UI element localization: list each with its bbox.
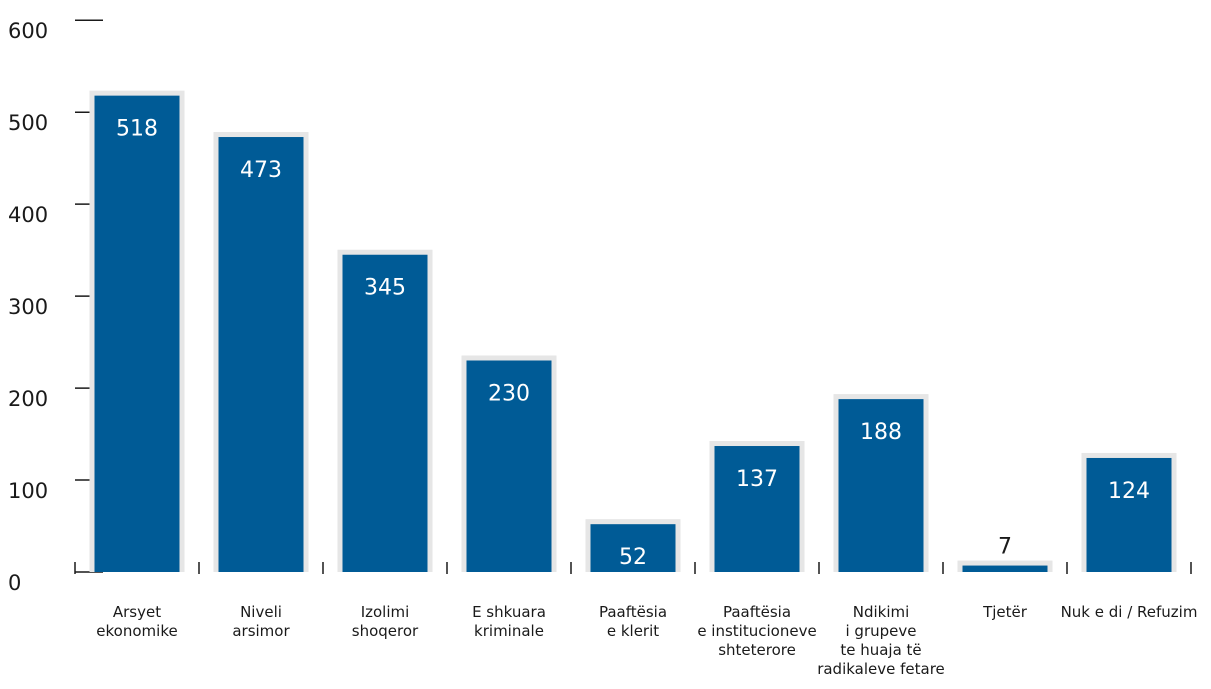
x-category-label: Nuk e di / Refuzim xyxy=(1061,603,1198,621)
x-category-label-line: shteterore xyxy=(718,641,796,659)
x-category-label-line: i grupeve xyxy=(846,622,917,640)
x-category-label-line: arsimor xyxy=(232,622,290,640)
y-tick-label: 0 xyxy=(8,571,21,595)
bar xyxy=(466,360,552,572)
x-category-label-line: ekonomike xyxy=(96,622,177,640)
x-category-label-line: Paaftësia xyxy=(723,603,791,621)
y-axis: 0 100 200 300 400 500 600 xyxy=(8,19,103,595)
bar-value-label: 473 xyxy=(240,158,282,183)
x-category-label-line: te huaja të xyxy=(840,641,921,659)
bar-value-label: 188 xyxy=(860,420,902,445)
bar xyxy=(838,399,924,572)
x-category-label-line: Paaftësia xyxy=(599,603,667,621)
x-category-label-line: e klerit xyxy=(607,622,659,640)
x-category-label-line: E shkuara xyxy=(472,603,546,621)
x-category-label-line: Izolimi xyxy=(361,603,410,621)
x-category-label-line: Ndikimi xyxy=(853,603,910,621)
x-category-label-line: Nuk e di / Refuzim xyxy=(1061,603,1198,621)
x-category-label: Izolimi shoqeror xyxy=(352,603,419,640)
x-category-label: E shkuara kriminale xyxy=(472,603,546,640)
x-category-label: Paaftësia e klerit xyxy=(599,603,667,640)
bar xyxy=(962,565,1048,572)
bar xyxy=(714,446,800,572)
bar xyxy=(94,95,180,572)
x-category-label-line: Niveli xyxy=(240,603,282,621)
x-category-label-line: e institucioneve xyxy=(697,622,816,640)
bar xyxy=(218,137,304,572)
bar xyxy=(342,254,428,572)
bar xyxy=(590,524,676,572)
bar-value-label: 7 xyxy=(998,535,1012,560)
x-category-label-line: Tjetër xyxy=(982,603,1028,621)
bar-value-label: 230 xyxy=(488,381,530,406)
category-labels: Arsyet ekonomike Niveli arsimor Izolimi shoqe… xyxy=(96,603,1197,678)
x-category-label-line: Arsyet xyxy=(113,603,161,621)
bar-value-label: 52 xyxy=(619,545,647,570)
bar-value-label: 345 xyxy=(364,276,406,301)
bar xyxy=(1086,457,1172,572)
bar-value-label: 124 xyxy=(1108,479,1150,504)
x-category-label: Paaftësia e institucioneve shteterore xyxy=(697,603,816,659)
x-category-label: Tjetër xyxy=(982,603,1028,621)
x-category-label-line: shoqeror xyxy=(352,622,419,640)
x-category-label-line: kriminale xyxy=(474,622,544,640)
bars: 518 473 345 230 52 137 188 7 124 xyxy=(89,90,1177,572)
y-tick-label: 100 xyxy=(8,479,48,503)
x-category-label: Ndikimi i grupeve te huaja të radikaleve fe… xyxy=(817,603,945,678)
y-tick-label: 600 xyxy=(8,19,48,43)
bar-value-label: 518 xyxy=(116,117,158,142)
y-tick-label: 400 xyxy=(8,203,48,227)
x-category-label: Arsyet ekonomike xyxy=(96,603,177,640)
y-tick-label: 500 xyxy=(8,111,48,135)
x-category-label-line: radikaleve fetare xyxy=(817,660,945,678)
x-axis xyxy=(74,562,1192,574)
bar-value-label: 137 xyxy=(736,467,778,492)
x-category-label: Niveli arsimor xyxy=(232,603,290,640)
y-tick-label: 200 xyxy=(8,387,48,411)
y-tick-label: 300 xyxy=(8,295,48,319)
